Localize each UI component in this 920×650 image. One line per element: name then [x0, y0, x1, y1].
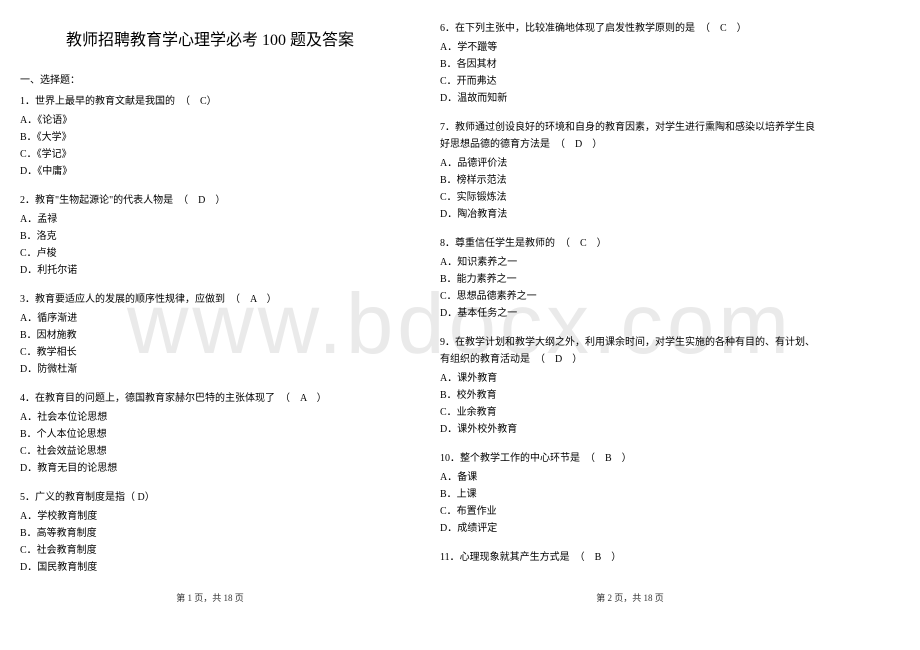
option: A．品德评价法 [440, 155, 820, 172]
option: C．开而弗达 [440, 73, 820, 90]
question-stem: 5．广义的教育制度是指（ D） [20, 489, 400, 506]
question-options: A．社会本位论思想 B．个人本位论思想 C．社会效益论思想 D．教育无目的论思想 [20, 409, 400, 477]
page-footer: 第 2 页，共 18 页 [420, 591, 840, 604]
option: B．高等教育制度 [20, 525, 400, 542]
option: D．利托尔诺 [20, 262, 400, 279]
question-options: A．学不躐等 B．各因其材 C．开而弗达 D．温故而知新 [440, 39, 820, 107]
question-options: A．学校教育制度 B．高等教育制度 C．社会教育制度 D．国民教育制度 [20, 508, 400, 576]
question-options: A．《论语》 B．《大学》 C．《学记》 D．《中庸》 [20, 112, 400, 180]
option: D．基本任务之一 [440, 305, 820, 322]
option: A．课外教育 [440, 370, 820, 387]
page-left: 教师招聘教育学心理学必考 100 题及答案 一、选择题： 1．世界上最早的教育文… [0, 0, 420, 610]
question-stem: 11．心理现象就其产生方式是 （ B ） [440, 549, 820, 566]
option: A．学校教育制度 [20, 508, 400, 525]
option: D．课外校外教育 [440, 421, 820, 438]
option: D．陶冶教育法 [440, 206, 820, 223]
option: A．备课 [440, 469, 820, 486]
option: D．温故而知新 [440, 90, 820, 107]
question-stem: 2．教育"生物起源论"的代表人物是 （ D ） [20, 192, 400, 209]
option: C．教学相长 [20, 344, 400, 361]
section-heading: 一、选择题： [20, 72, 400, 89]
option: C．卢梭 [20, 245, 400, 262]
option: B．校外教育 [440, 387, 820, 404]
option: B．各因其材 [440, 56, 820, 73]
page-right: 6．在下列主张中，比较准确地体现了启发性教学原则的是 （ C ） A．学不躐等 … [420, 0, 840, 610]
page-footer: 第 1 页，共 18 页 [0, 591, 420, 604]
question-stem: 9．在教学计划和教学大纲之外，利用课余时间，对学生实施的各种有目的、有计划、有组… [440, 334, 820, 368]
option: D．教育无目的论思想 [20, 460, 400, 477]
option: A．社会本位论思想 [20, 409, 400, 426]
option: B．个人本位论思想 [20, 426, 400, 443]
question-stem: 1．世界上最早的教育文献是我国的 （ C） [20, 93, 400, 110]
option: A．《论语》 [20, 112, 400, 129]
option: C．思想品德素养之一 [440, 288, 820, 305]
option: A．孟禄 [20, 211, 400, 228]
option: B．《大学》 [20, 129, 400, 146]
question-options: A．知识素养之一 B．能力素养之一 C．思想品德素养之一 D．基本任务之一 [440, 254, 820, 322]
doc-title: 教师招聘教育学心理学必考 100 题及答案 [20, 26, 400, 50]
option: C．社会教育制度 [20, 542, 400, 559]
option: C．实际锻炼法 [440, 189, 820, 206]
option: B．因材施教 [20, 327, 400, 344]
question-options: A．课外教育 B．校外教育 C．业余教育 D．课外校外教育 [440, 370, 820, 438]
option: D．成绩评定 [440, 520, 820, 537]
question-options: A．品德评价法 B．榜样示范法 C．实际锻炼法 D．陶冶教育法 [440, 155, 820, 223]
option: C．布置作业 [440, 503, 820, 520]
option: A．学不躐等 [440, 39, 820, 56]
question-stem: 6．在下列主张中，比较准确地体现了启发性教学原则的是 （ C ） [440, 20, 820, 37]
question-stem: 10．整个教学工作的中心环节是 （ B ） [440, 450, 820, 467]
question-options: A．循序渐进 B．因材施教 C．教学相长 D．防微杜渐 [20, 310, 400, 378]
question-options: A．备课 B．上课 C．布置作业 D．成绩评定 [440, 469, 820, 537]
question-stem: 4．在教育目的问题上，德国教育家赫尔巴特的主张体现了 （ A ） [20, 390, 400, 407]
option: D．国民教育制度 [20, 559, 400, 576]
option: C．业余教育 [440, 404, 820, 421]
option: C．社会效益论思想 [20, 443, 400, 460]
option: C．《学记》 [20, 146, 400, 163]
question-stem: 8．尊重信任学生是教师的 （ C ） [440, 235, 820, 252]
option: D．《中庸》 [20, 163, 400, 180]
option: A．循序渐进 [20, 310, 400, 327]
option: D．防微杜渐 [20, 361, 400, 378]
question-stem: 7．教师通过创设良好的环境和自身的教育因素，对学生进行熏陶和感染以培养学生良好思… [440, 119, 820, 153]
option: B．能力素养之一 [440, 271, 820, 288]
option: A．知识素养之一 [440, 254, 820, 271]
option: B．洛克 [20, 228, 400, 245]
question-options: A．孟禄 B．洛克 C．卢梭 D．利托尔诺 [20, 211, 400, 279]
option: B．上课 [440, 486, 820, 503]
question-stem: 3．教育要适应人的发展的顺序性规律，应做到 （ A ） [20, 291, 400, 308]
option: B．榜样示范法 [440, 172, 820, 189]
